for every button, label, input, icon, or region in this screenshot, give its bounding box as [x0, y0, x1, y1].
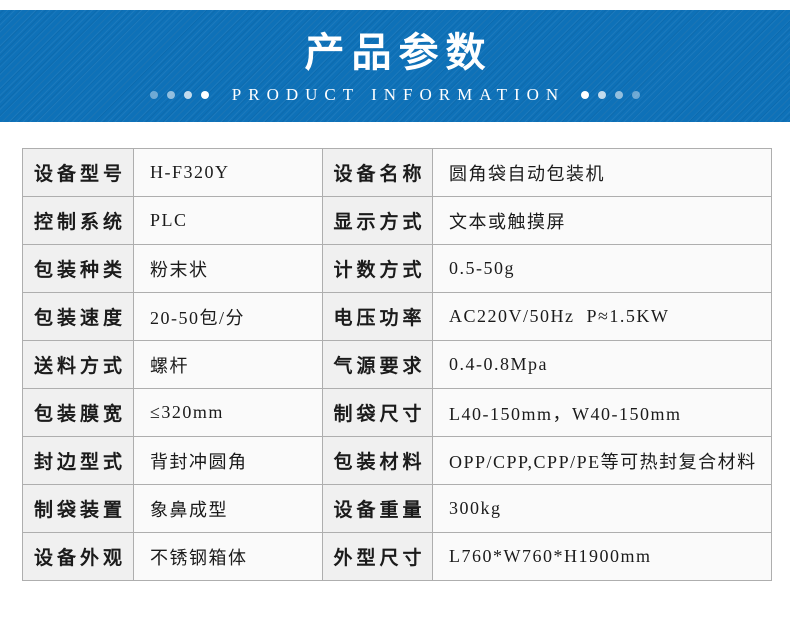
spec-label: 设备型号	[22, 148, 134, 197]
spec-value: L40-150mm，W40-150mm	[432, 388, 772, 437]
banner-subtitle-row: PRODUCT INFORMATION	[149, 85, 641, 105]
spec-value: 象鼻成型	[133, 484, 323, 533]
spec-label: 设备重量	[322, 484, 433, 533]
spec-table-container: 设备型号 H-F320Y 设备名称 圆角袋自动包装机 控制系统 PLC 显示方式…	[22, 148, 772, 581]
spec-row: 设备外观 不锈钢箱体 外型尺寸 L760*W760*H1900mm	[22, 532, 772, 581]
spec-value: 不锈钢箱体	[133, 532, 323, 581]
spec-value: OPP/CPP,CPP/PE等可热封复合材料	[432, 436, 772, 485]
spec-value: 0.5-50g	[432, 244, 772, 293]
spec-label: 气源要求	[322, 340, 433, 389]
spec-table: 设备型号 H-F320Y 设备名称 圆角袋自动包装机 控制系统 PLC 显示方式…	[22, 148, 772, 581]
dot-icon	[200, 91, 209, 99]
spec-value: 20-50包/分	[133, 292, 323, 341]
spec-label: 包装速度	[22, 292, 134, 341]
spec-value: 0.4-0.8Mpa	[432, 340, 772, 389]
spec-label: 送料方式	[22, 340, 134, 389]
spec-value: H-F320Y	[133, 148, 323, 197]
spec-label: 显示方式	[322, 196, 433, 245]
spec-label: 控制系统	[22, 196, 134, 245]
banner: 产品参数 PRODUCT INFORMATION	[0, 10, 790, 122]
spec-row: 包装速度 20-50包/分 电压功率 AC220V/50Hz P≈1.5KW	[22, 292, 772, 341]
spec-value: ≤320mm	[133, 388, 323, 437]
spec-value: 粉末状	[133, 244, 323, 293]
spec-label: 设备外观	[22, 532, 134, 581]
dot-icon	[598, 91, 607, 99]
spec-row: 包装种类 粉末状 计数方式 0.5-50g	[22, 244, 772, 293]
spec-row: 包装膜宽 ≤320mm 制袋尺寸 L40-150mm，W40-150mm	[22, 388, 772, 437]
spec-value: 螺杆	[133, 340, 323, 389]
dot-icon	[166, 91, 175, 99]
spec-label: 计数方式	[322, 244, 433, 293]
spec-row: 控制系统 PLC 显示方式 文本或触摸屏	[22, 196, 772, 245]
dots-left-icon	[149, 91, 209, 99]
dot-icon	[632, 91, 641, 99]
spec-label: 包装种类	[22, 244, 134, 293]
spec-value: PLC	[133, 196, 323, 245]
spec-value: AC220V/50Hz P≈1.5KW	[432, 292, 772, 341]
dot-icon	[615, 91, 624, 99]
spec-row: 送料方式 螺杆 气源要求 0.4-0.8Mpa	[22, 340, 772, 389]
spec-label: 外型尺寸	[322, 532, 433, 581]
spec-label: 设备名称	[322, 148, 433, 197]
spec-row: 封边型式 背封冲圆角 包装材料 OPP/CPP,CPP/PE等可热封复合材料	[22, 436, 772, 485]
spec-value: 背封冲圆角	[133, 436, 323, 485]
spec-label: 电压功率	[322, 292, 433, 341]
spec-label: 制袋装置	[22, 484, 134, 533]
spec-value: L760*W760*H1900mm	[432, 532, 772, 581]
spec-table-body: 设备型号 H-F320Y 设备名称 圆角袋自动包装机 控制系统 PLC 显示方式…	[22, 148, 772, 581]
spec-label: 制袋尺寸	[322, 388, 433, 437]
dot-icon	[149, 91, 158, 99]
spec-row: 制袋装置 象鼻成型 设备重量 300kg	[22, 484, 772, 533]
spec-value: 圆角袋自动包装机	[432, 148, 772, 197]
dot-icon	[581, 91, 590, 99]
spec-value: 300kg	[432, 484, 772, 533]
dots-right-icon	[581, 91, 641, 99]
spec-label: 包装材料	[322, 436, 433, 485]
page-title: 产品参数	[304, 30, 493, 75]
dot-icon	[183, 91, 192, 99]
spec-row: 设备型号 H-F320Y 设备名称 圆角袋自动包装机	[22, 148, 772, 197]
spec-label: 包装膜宽	[22, 388, 134, 437]
page-subtitle: PRODUCT INFORMATION	[231, 85, 566, 104]
spec-label: 封边型式	[22, 436, 134, 485]
spec-value: 文本或触摸屏	[432, 196, 772, 245]
